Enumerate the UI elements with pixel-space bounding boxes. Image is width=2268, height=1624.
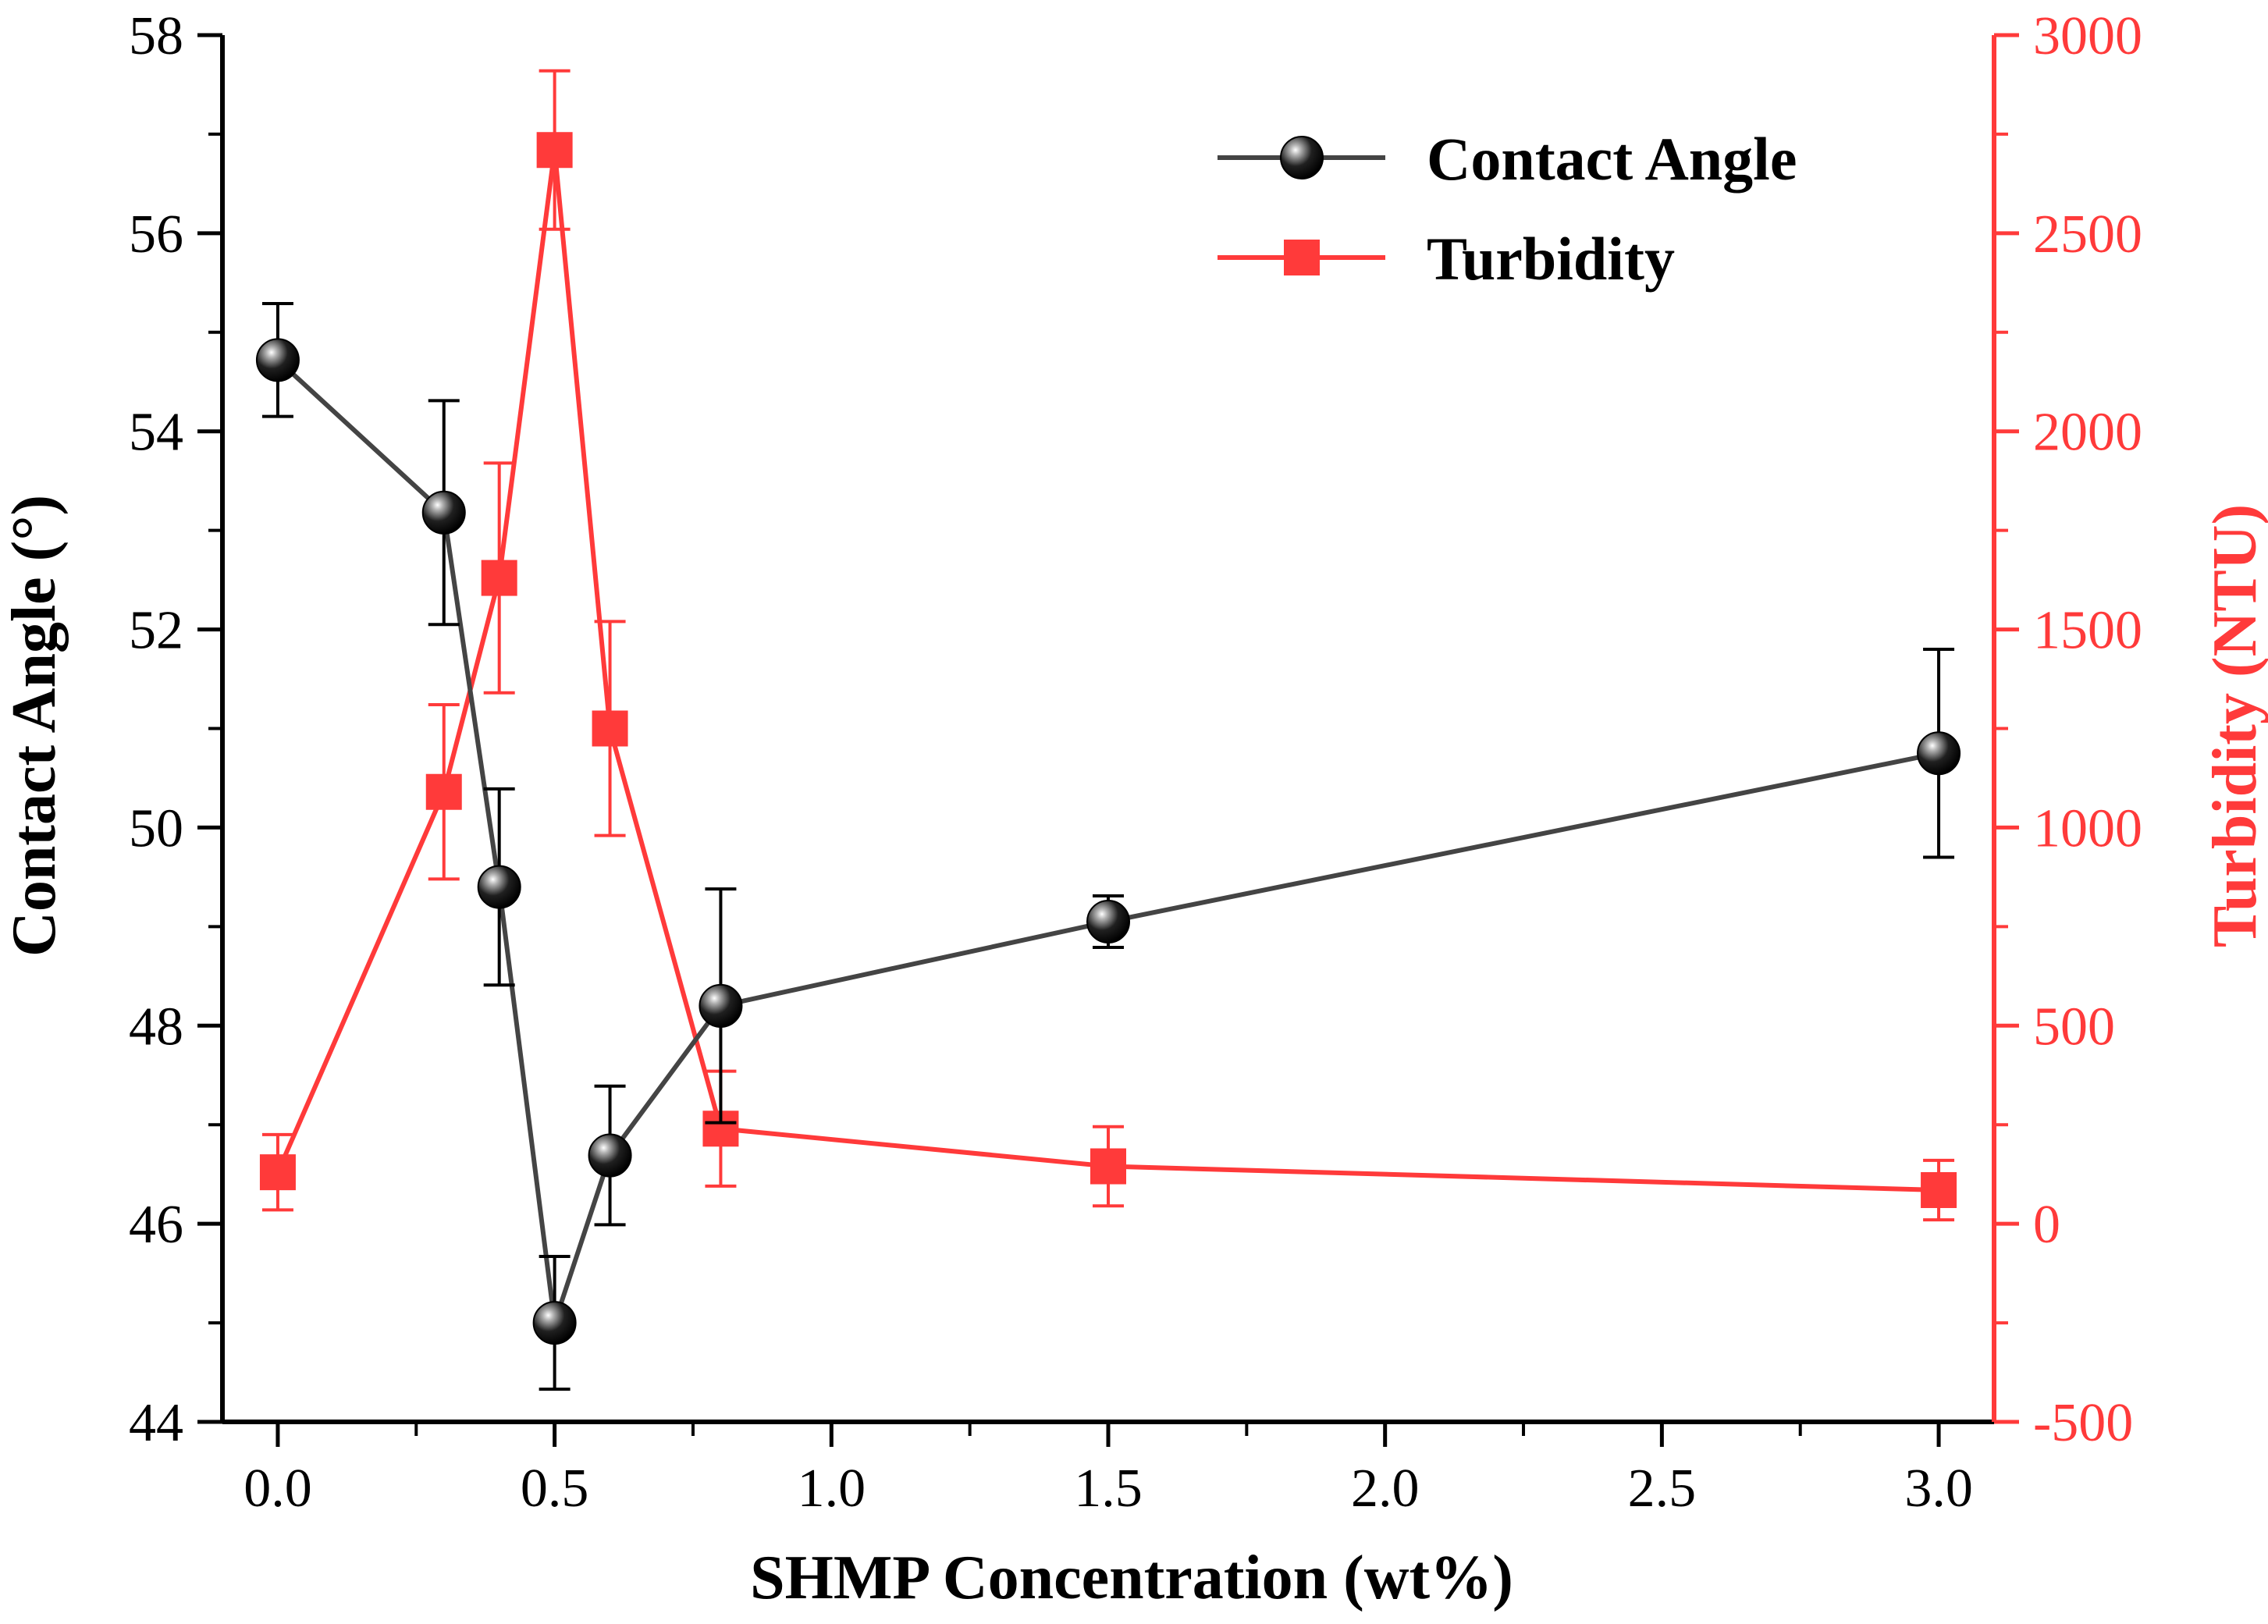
y2-tick-label: 1500 <box>2033 601 2142 661</box>
y-tick-label: 54 <box>129 403 183 463</box>
data-point <box>255 338 300 382</box>
y2-tick-label: 2500 <box>2033 204 2142 265</box>
x-tick-label: 0.5 <box>521 1459 589 1519</box>
data-point <box>259 1154 296 1191</box>
data-point <box>1090 1148 1126 1185</box>
series-contact-angle <box>255 301 1961 1391</box>
x-axis-title: SHMP Concentration (wt%) <box>750 1544 1513 1612</box>
data-point <box>592 710 628 747</box>
y2-tick-label: 500 <box>2033 997 2115 1057</box>
y2-tick-label: -500 <box>2033 1393 2133 1453</box>
y-tick-label: 52 <box>129 601 183 661</box>
y2-tick-label: 0 <box>2033 1195 2060 1255</box>
data-point <box>588 1133 632 1178</box>
x-tick-label: 2.5 <box>1628 1459 1697 1519</box>
data-point <box>1921 1171 1957 1208</box>
y2-axis-title: Turbidity (NTU) <box>2201 504 2268 947</box>
y-tick-label: 46 <box>129 1195 183 1255</box>
data-point <box>425 773 462 810</box>
x-tick-label: 3.0 <box>1904 1459 1973 1519</box>
legend-marker <box>1280 136 1324 179</box>
data-point <box>532 1301 577 1345</box>
data-point <box>421 490 466 535</box>
x-tick-label: 1.0 <box>798 1459 866 1519</box>
data-point <box>1917 731 1961 776</box>
legend-label: Contact Angle <box>1427 125 1797 193</box>
legend-marker <box>1284 240 1320 275</box>
y-tick-label: 56 <box>129 204 183 265</box>
x-tick-label: 0.0 <box>244 1459 312 1519</box>
series-line <box>276 149 1939 1192</box>
data-point <box>699 983 743 1028</box>
y2-tick-label: 1000 <box>2033 798 2142 858</box>
y-tick-label: 50 <box>129 798 183 858</box>
legend-label: Turbidity <box>1427 225 1675 293</box>
data-point <box>477 865 521 909</box>
y2-tick-label: 2000 <box>2033 403 2142 463</box>
data-point <box>536 132 573 169</box>
series-turbidity <box>259 69 1957 1222</box>
x-tick-label: 2.0 <box>1351 1459 1420 1519</box>
data-point <box>481 560 517 596</box>
series-line <box>276 358 1939 1324</box>
y2-tick-label: 3000 <box>2033 6 2142 66</box>
y-tick-label: 58 <box>129 6 183 66</box>
y-tick-label: 48 <box>129 997 183 1057</box>
legend: Contact Angle Turbidity <box>1218 125 1797 293</box>
y-tick-label: 44 <box>129 1393 183 1453</box>
x-tick-label: 1.5 <box>1074 1459 1143 1519</box>
y-axis-title: Contact Angle (°) <box>0 495 69 957</box>
data-point <box>1086 900 1130 944</box>
